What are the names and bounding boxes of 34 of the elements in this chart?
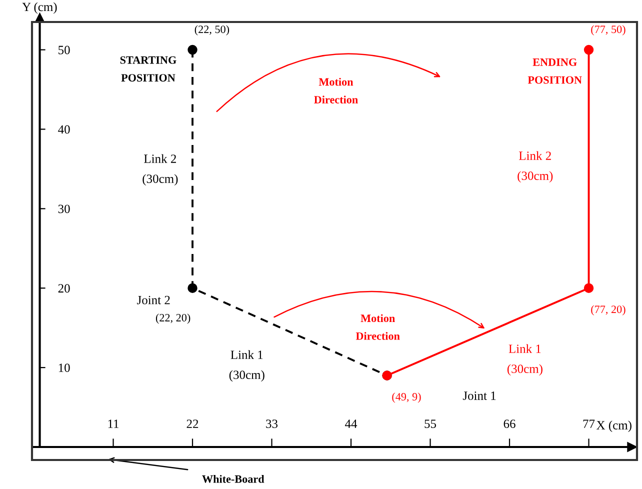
data-label: (49, 9)	[392, 392, 421, 403]
point	[584, 283, 594, 293]
y-tick-label: 50	[58, 46, 70, 54]
y-tick-label: 10	[58, 364, 70, 372]
point	[584, 44, 594, 55]
annotation: STARTING POSITION	[120, 56, 176, 82]
annotation: Joint 1	[462, 392, 496, 400]
y-axis-title: Y (cm)	[22, 2, 57, 14]
point	[188, 44, 198, 55]
annotation: Link 2 (30cm)	[518, 151, 553, 183]
x-axis-title: X (cm)	[596, 420, 632, 432]
annotation: Motion Direction	[356, 314, 400, 340]
data-label: (77, 50)	[591, 25, 626, 36]
x-tick-label: 77	[583, 420, 595, 428]
point	[188, 283, 198, 293]
y-tick-label: 40	[58, 125, 70, 134]
x-tick-label: 22	[186, 420, 198, 428]
annotation: Link 1 (30cm)	[229, 350, 264, 382]
annotation: Link 2 (30cm)	[142, 154, 178, 186]
annotation: Joint 2	[137, 296, 170, 304]
x-tick-label: 44	[345, 420, 358, 428]
annotation: ENDING POSITION	[528, 58, 582, 84]
data-label: (77, 20)	[591, 305, 626, 316]
text: White-Board	[202, 474, 264, 483]
y-tick-label: 20	[58, 284, 70, 293]
data-label: (22, 20)	[156, 314, 190, 324]
annotation: Motion Direction	[314, 78, 358, 104]
data-label: (22, 50)	[194, 25, 230, 36]
x-tick-label: 33	[266, 420, 278, 428]
x-tick-label: 55	[424, 420, 436, 428]
x-tick-label: 66	[504, 420, 516, 428]
y-tick-label: 30	[58, 204, 70, 214]
x-tick-label: 11	[108, 420, 119, 428]
annotation: Link 1 (30cm)	[507, 344, 542, 376]
